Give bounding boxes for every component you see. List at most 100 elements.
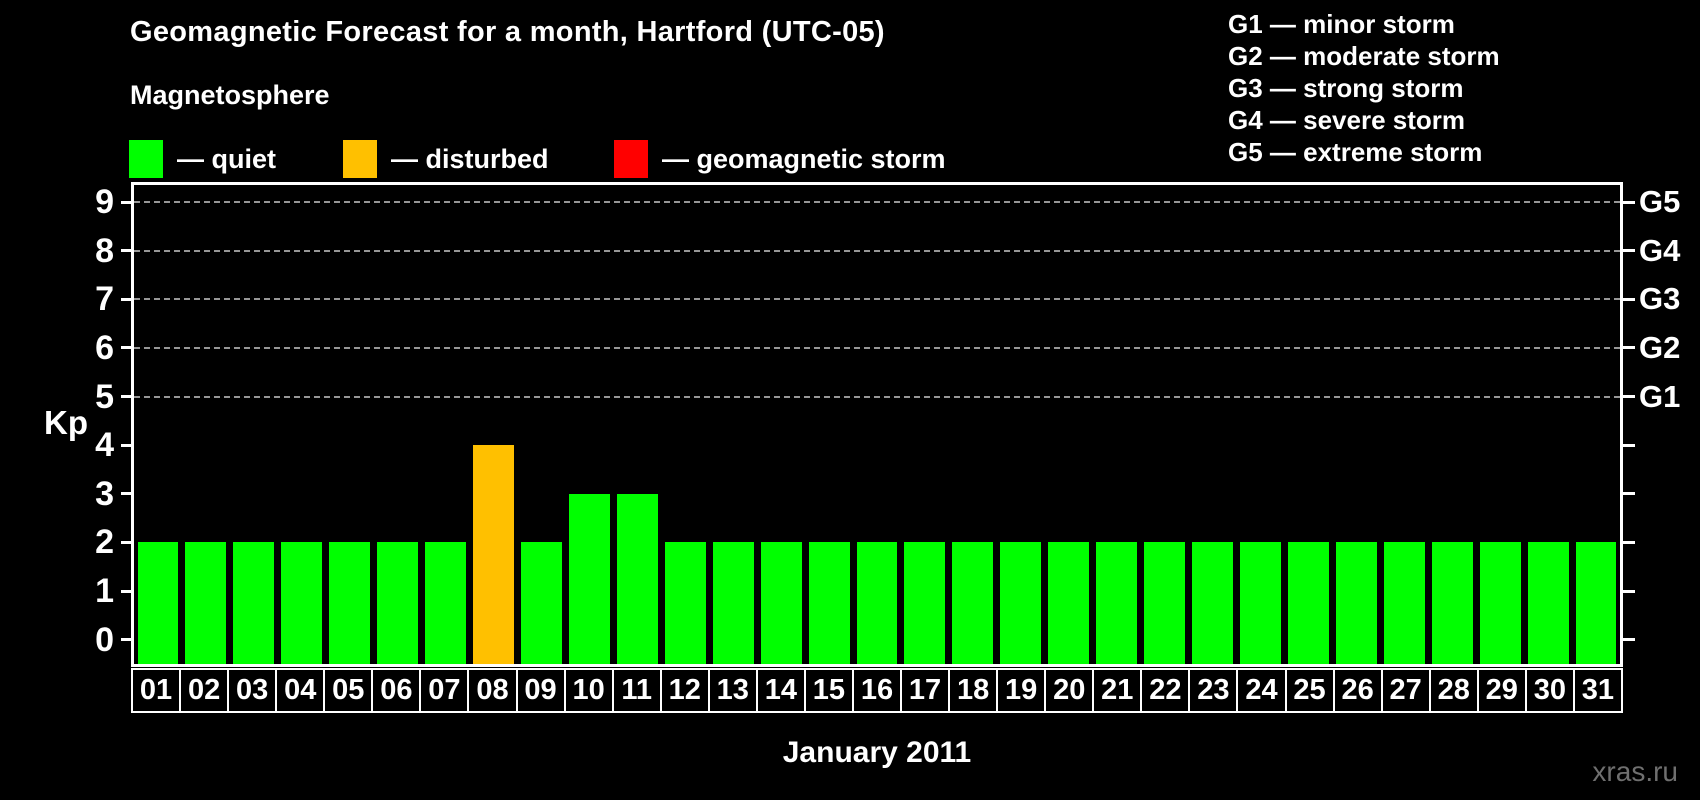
y-axis-title: Kp [44,404,88,441]
g-axis-label-g1: G1 [1639,378,1681,414]
g-scale-legend: G1 — minor storm G2 — moderate storm G3 — … [1228,8,1500,168]
y-axis-tick-9 [121,200,131,204]
day-label-02: 02 [179,668,230,713]
day-label-23: 23 [1188,668,1239,713]
bar-day-23 [1192,542,1233,664]
day-label-17: 17 [900,668,951,713]
right-axis-tick-8 [1623,249,1635,253]
bar-day-17 [904,542,946,664]
y-axis-tick-2 [121,540,131,544]
bar-day-21 [1096,542,1138,664]
g-scale-legend-item-g5: G5 — extreme storm [1228,137,1483,167]
bar-day-25 [1287,542,1329,664]
day-label-13: 13 [707,668,758,713]
gridline-g3 [134,298,1620,301]
bar-day-20 [1048,542,1090,664]
day-label-18: 18 [948,668,999,713]
day-label-06: 06 [371,668,422,713]
legend-item-disturbed: — disturbed [343,138,549,180]
day-label-21: 21 [1092,668,1143,713]
bar-day-12 [664,542,706,664]
day-label-14: 14 [755,668,806,713]
right-axis-tick-3 [1623,492,1635,496]
y-axis-tick-6 [121,346,131,350]
day-label-04: 04 [275,668,326,713]
y-axis-tick-0 [121,638,131,642]
bar-day-10 [568,493,610,664]
right-axis-tick-6 [1623,346,1635,350]
legend-item-quiet: — quiet [129,138,276,180]
gridline-g1 [134,395,1620,398]
legend-swatch-quiet-icon [129,140,163,178]
legend-label-quiet: — quiet [177,143,276,174]
bar-day-30 [1527,542,1569,664]
g-scale-legend-item-g3: G3 — strong storm [1228,73,1464,103]
y-axis-tick-1 [121,589,131,593]
day-label-10: 10 [563,668,614,713]
g-scale-legend-item-g2: G2 — moderate storm [1228,41,1500,71]
day-label-16: 16 [851,668,902,713]
day-label-19: 19 [996,668,1047,713]
bar-day-09 [520,542,562,664]
bar-day-29 [1479,542,1521,664]
bar-day-14 [760,542,802,664]
day-label-30: 30 [1524,668,1575,713]
bar-day-13 [712,542,754,664]
day-label-25: 25 [1284,668,1335,713]
x-axis-title: January 2011 [782,736,972,769]
y-axis-label-9: 9 [95,183,114,222]
y-axis-label-6: 6 [95,328,114,367]
y-axis-label-8: 8 [95,231,114,270]
day-label-08: 08 [467,668,518,713]
y-axis-label-3: 3 [95,474,114,513]
gridline-g2 [134,346,1620,349]
legend-item-storm: — geomagnetic storm [614,138,946,180]
right-axis-tick-4 [1623,443,1635,447]
bar-day-08 [473,445,514,664]
bar-day-24 [1240,542,1281,664]
y-axis-tick-8 [121,249,131,253]
plot-area: 0 1 2 3 4 5 6 7 8 9 G1 G2 G3 G4 G5 [95,182,1680,667]
day-label-22: 22 [1140,668,1191,713]
y-axis-label-4: 4 [95,426,114,465]
day-label-29: 29 [1476,668,1527,713]
right-axis-tick-0 [1623,638,1635,642]
right-axis-tick-7 [1623,297,1635,301]
bar-day-02 [185,542,227,664]
day-label-01: 01 [131,668,182,713]
legend-label-disturbed: — disturbed [391,143,549,174]
y-axis-label-1: 1 [95,572,114,611]
bar-day-18 [952,542,994,664]
y-axis-label-7: 7 [95,280,114,319]
bar-day-22 [1144,542,1186,664]
legend-swatch-disturbed-icon [343,140,377,178]
day-label-09: 09 [515,668,566,713]
day-label-07: 07 [419,668,470,713]
right-axis-tick-1 [1623,589,1635,593]
y-axis-tick-4 [121,443,131,447]
day-label-03: 03 [227,668,278,713]
legend-swatch-storm-icon [614,140,648,178]
magnetosphere-label: Magnetosphere [130,80,330,110]
g-axis-label-g2: G2 [1639,329,1681,365]
y-axis-label-5: 5 [95,377,114,416]
gridline-g4 [134,249,1620,252]
bar-day-05 [329,542,371,664]
day-label-24: 24 [1236,668,1287,713]
day-label-15: 15 [803,668,854,713]
bar-day-01 [137,542,179,664]
g-axis-label-g4: G4 [1639,232,1681,268]
day-label-11: 11 [611,668,662,713]
day-label-12: 12 [659,668,710,713]
bar-day-15 [808,542,850,664]
g-axis-label-g3: G3 [1639,281,1681,317]
gridline-g5 [134,201,1620,204]
bar-day-27 [1383,542,1425,664]
day-label-05: 05 [323,668,374,713]
g-scale-legend-item-g1: G1 — minor storm [1228,9,1455,39]
day-axis-row: 01 02 03 04 05 06 07 08 09 10 11 12 13 14 15 16 17 18 19 20… [131,668,1623,713]
day-label-31: 31 [1572,668,1623,713]
bar-day-06 [377,542,419,664]
bar-day-11 [616,493,658,664]
